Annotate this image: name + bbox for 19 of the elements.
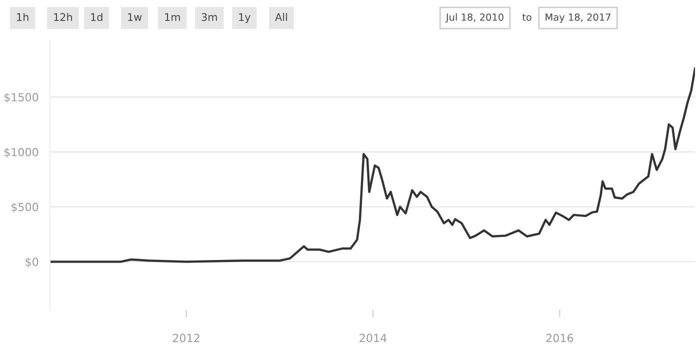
text: 3m <box>202 13 217 22</box>
text: 1h <box>17 12 28 21</box>
x-tick-label: 2012 <box>172 334 200 342</box>
text: 1m <box>165 13 180 21</box>
text: All <box>275 12 287 21</box>
y-tick-label: $1000 <box>4 148 38 158</box>
y-tick-label: $500 <box>12 202 38 213</box>
text: Jul 18, 2010 <box>445 13 504 23</box>
y-tick-label: $1500 <box>4 92 38 103</box>
text: May 18, 2017 <box>546 13 610 23</box>
text: to <box>522 14 532 21</box>
text: 1d <box>91 12 102 22</box>
text: 1w <box>128 13 142 21</box>
x-tick-label: 2016 <box>546 334 574 342</box>
line-series <box>50 67 695 263</box>
text: 12h <box>54 12 72 21</box>
text: 1y <box>239 13 250 24</box>
x-tick-label: 2014 <box>360 334 386 342</box>
y-tick-label: $0 <box>26 257 38 268</box>
